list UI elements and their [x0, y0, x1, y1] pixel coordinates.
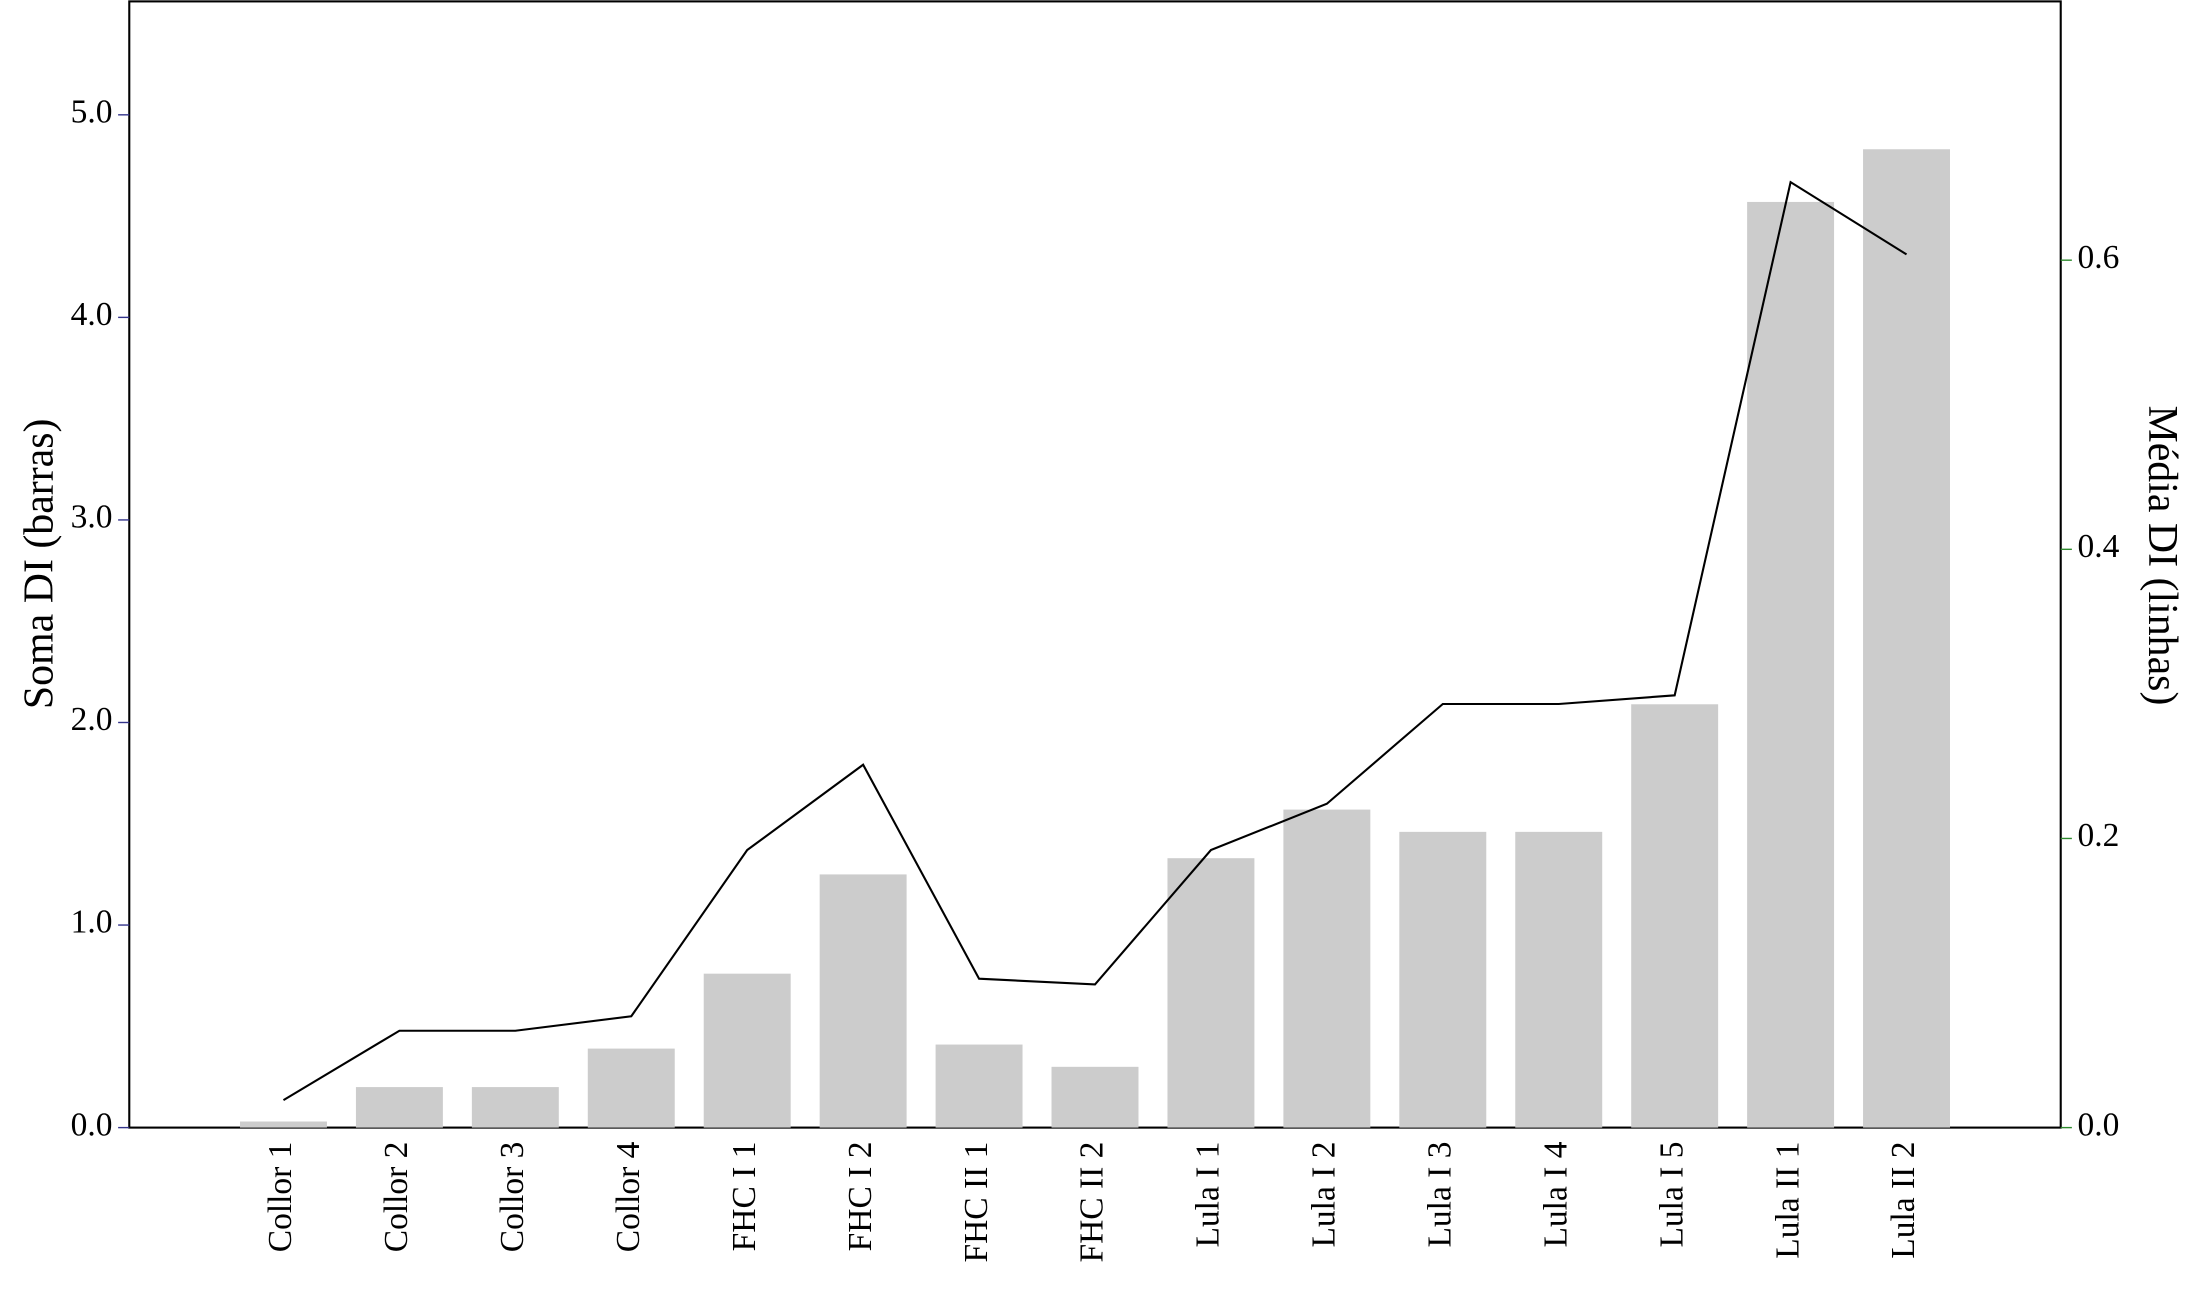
bar [1747, 201, 1835, 1128]
bar [1863, 149, 1951, 1128]
y-tick-label: 2.0 [71, 701, 113, 738]
y2-tick-label: 0.2 [2077, 817, 2119, 854]
bar [1515, 831, 1603, 1128]
plot-frame [128, 0, 2062, 1129]
bar [587, 1048, 675, 1128]
y2-axis-title: Média DI (linhas) [2139, 405, 2185, 705]
y-tick-label: 5.0 [71, 94, 113, 131]
bar [1399, 831, 1487, 1128]
y-tick-label: 3.0 [71, 499, 113, 536]
bar [1283, 809, 1371, 1128]
x-tick-label: Lula I 3 [1421, 1142, 1458, 1248]
bar [1631, 704, 1719, 1128]
x-tick-label: Collor 4 [610, 1141, 647, 1252]
x-tick-label: FHC I 1 [726, 1142, 763, 1252]
y2-tick-label: 0.4 [2077, 528, 2119, 565]
x-tick-label: Lula I 5 [1653, 1142, 1690, 1248]
y-tick-label: 0.0 [71, 1106, 113, 1143]
bar [471, 1087, 559, 1128]
x-tick-label: FHC II 1 [958, 1142, 995, 1263]
y2-tick-label: 0.6 [2077, 239, 2119, 276]
x-tick-label: FHC II 2 [1074, 1142, 1111, 1263]
x-tick-label: Collor 1 [262, 1142, 299, 1253]
bar [819, 874, 907, 1128]
bar [355, 1087, 443, 1128]
x-tick-label: Lula II 1 [1769, 1142, 1806, 1259]
bar [1051, 1066, 1139, 1128]
x-tick-label: Lula I 4 [1537, 1141, 1574, 1247]
y2-tick-label: 0.0 [2077, 1106, 2119, 1143]
x-tick-label: FHC I 2 [842, 1142, 879, 1252]
bar [1167, 858, 1255, 1128]
y-axis-title: Soma DI (barras) [16, 419, 62, 710]
x-tick-label: Collor 2 [378, 1142, 415, 1253]
bar [935, 1044, 1023, 1128]
bar [239, 1121, 327, 1128]
y-tick-label: 4.0 [71, 296, 113, 333]
y-tick-label: 1.0 [71, 904, 113, 941]
x-tick-label: Lula I 2 [1306, 1142, 1343, 1248]
line [282, 180, 1908, 1102]
bar [703, 973, 791, 1128]
x-tick-label: Lula II 2 [1885, 1142, 1922, 1259]
x-tick-label: Collor 3 [494, 1142, 531, 1253]
x-tick-label: Lula I 1 [1190, 1142, 1227, 1248]
